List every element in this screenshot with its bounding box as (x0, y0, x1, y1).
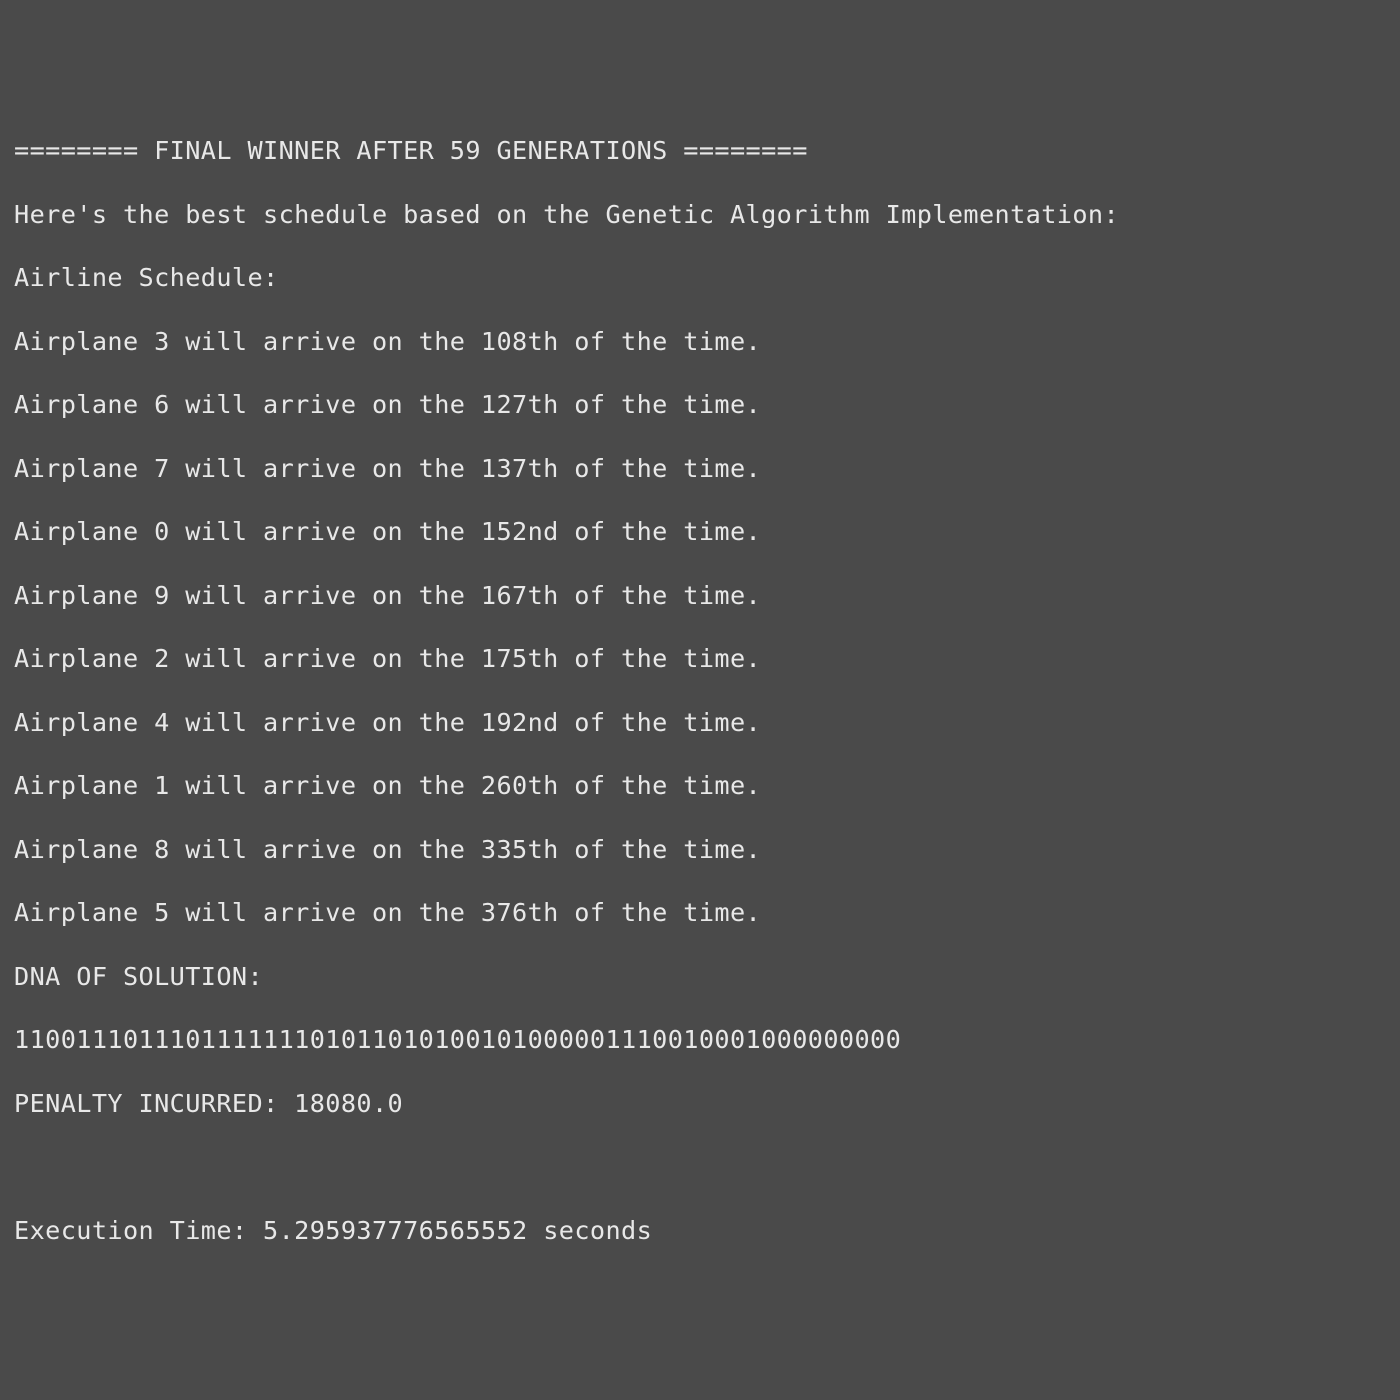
schedule-row: Airplane 0 will arrive on the 152nd of t… (14, 516, 1386, 548)
schedule-row: Airplane 3 will arrive on the 108th of t… (14, 326, 1386, 358)
penalty-value: 18080.0 (294, 1089, 403, 1118)
penalty-line: PENALTY INCURRED: 18080.0 (14, 1088, 1386, 1120)
schedule-row: Airplane 2 will arrive on the 175th of t… (14, 643, 1386, 675)
schedule-row: Airplane 7 will arrive on the 137th of t… (14, 453, 1386, 485)
schedule-row: Airplane 5 will arrive on the 376th of t… (14, 897, 1386, 929)
execution-line: Execution Time: 5.295937776565552 second… (14, 1215, 1386, 1247)
dna-value: 1100111011101111111010110101001010000011… (14, 1024, 1386, 1056)
banner-line: ======== FINAL WINNER AFTER 59 GENERATIO… (14, 135, 1386, 167)
schedule-row: Airplane 6 will arrive on the 127th of t… (14, 389, 1386, 421)
blank-line (14, 1151, 1386, 1183)
execution-label: Execution Time: (14, 1216, 263, 1245)
schedule-row: Airplane 9 will arrive on the 167th of t… (14, 580, 1386, 612)
execution-value: 5.295937776565552 (263, 1216, 528, 1245)
schedule-title: Airline Schedule: (14, 262, 1386, 294)
schedule-row: Airplane 4 will arrive on the 192nd of t… (14, 707, 1386, 739)
schedule-row: Airplane 1 will arrive on the 260th of t… (14, 770, 1386, 802)
dna-label: DNA OF SOLUTION: (14, 961, 1386, 993)
schedule-row: Airplane 8 will arrive on the 335th of t… (14, 834, 1386, 866)
penalty-label: PENALTY INCURRED: (14, 1089, 294, 1118)
intro-line: Here's the best schedule based on the Ge… (14, 199, 1386, 231)
execution-unit: seconds (528, 1216, 653, 1245)
